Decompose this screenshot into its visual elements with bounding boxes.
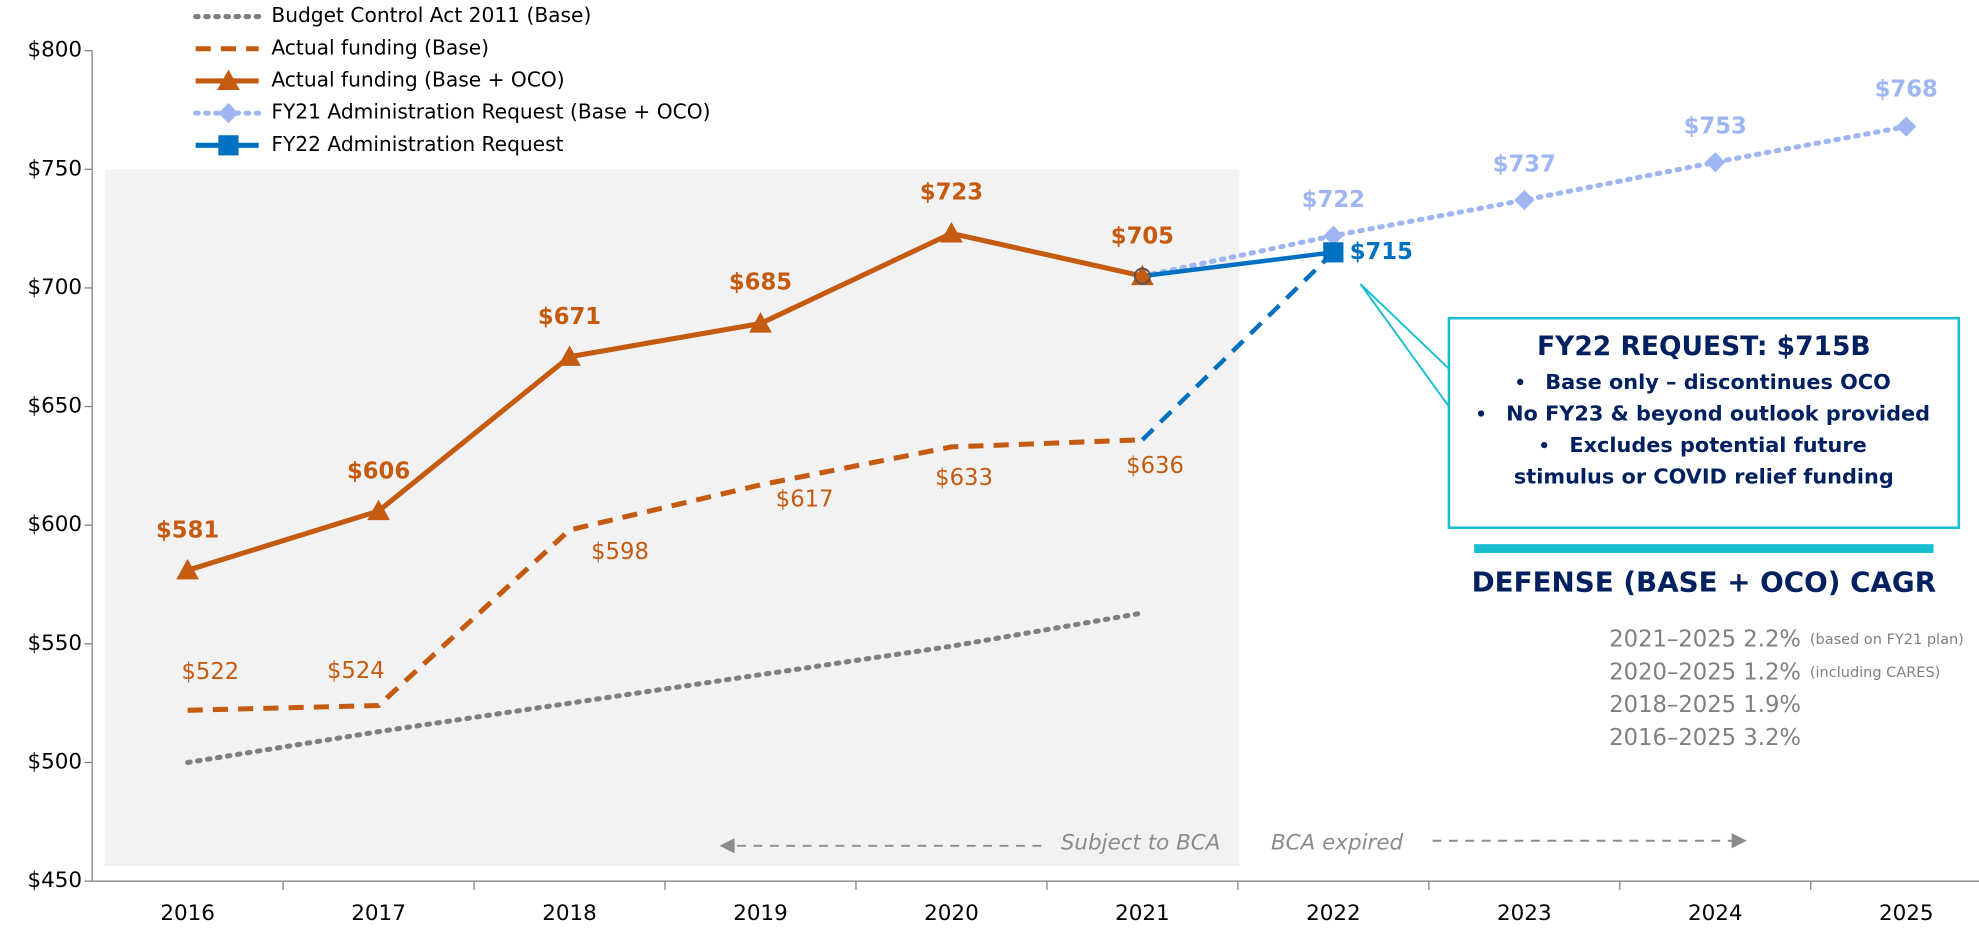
data-point xyxy=(749,312,772,333)
data-label: $671 xyxy=(538,304,601,330)
data-point xyxy=(1514,190,1535,211)
data-point xyxy=(1323,242,1344,263)
callout-list: Base only – discontinues OCO No FY23 & b… xyxy=(1451,366,1956,492)
data-label: $522 xyxy=(181,659,239,685)
data-label: $723 xyxy=(920,179,983,205)
callout-bullet: Excludes potential future stimulus or CO… xyxy=(1464,429,1944,492)
legend-label: Actual funding (Base) xyxy=(271,35,489,59)
callout-title: FY22 REQUEST: $715B xyxy=(1537,330,1871,362)
data-point xyxy=(1323,225,1344,246)
data-label: $705 xyxy=(1111,223,1174,249)
y-tick-label: $750 xyxy=(27,156,82,181)
data-point xyxy=(1896,116,1917,137)
x-tick-label: 2022 xyxy=(1306,901,1361,926)
bca-left-label: Subject to BCA xyxy=(1061,830,1221,855)
cagr-note: (based on FY21 plan) xyxy=(1810,632,1964,648)
data-label: $715 xyxy=(1350,239,1413,265)
callout-bullet: Base only – discontinues OCO xyxy=(1464,366,1944,398)
data-point xyxy=(1705,152,1726,173)
y-tick-label: $550 xyxy=(27,631,82,656)
x-tick-label: 2019 xyxy=(733,901,788,926)
y-tick-label: $500 xyxy=(27,749,82,774)
x-tick-label: 2025 xyxy=(1879,901,1934,926)
legend-label: FY22 Administration Request xyxy=(271,132,563,156)
junction-marker xyxy=(1133,267,1151,285)
legend-marker xyxy=(218,135,239,156)
x-tick-label: 2016 xyxy=(160,901,215,926)
cagr-bar xyxy=(1474,544,1934,553)
y-tick-label: $700 xyxy=(27,275,82,300)
data-label: $617 xyxy=(776,487,834,513)
legend-label: FY21 Administration Request (Base + OCO) xyxy=(271,100,710,124)
x-tick-label: 2021 xyxy=(1115,901,1170,926)
series-line xyxy=(1139,124,1909,279)
series-line xyxy=(186,230,1143,573)
callout-pointer xyxy=(1359,283,1450,408)
cagr-row: 2021–2025 2.2% xyxy=(1609,627,1801,653)
data-label: $768 xyxy=(1875,76,1938,102)
data-point xyxy=(367,499,390,521)
y-tick-label: $450 xyxy=(27,868,82,893)
data-label: $636 xyxy=(1126,453,1184,479)
legend-marker xyxy=(217,69,240,91)
x-tick-label: 2017 xyxy=(351,901,406,926)
callout-box xyxy=(1447,316,1961,529)
data-label: $685 xyxy=(729,270,792,296)
cagr-note: (including CARES) xyxy=(1810,665,1940,681)
arrow-head xyxy=(719,838,735,854)
data-label: $753 xyxy=(1684,113,1747,139)
data-point xyxy=(558,345,581,366)
legend-label: Actual funding (Base + OCO) xyxy=(271,67,564,91)
cagr-title: DEFENSE (BASE + OCO) CAGR xyxy=(1472,565,1936,598)
data-point xyxy=(940,222,963,243)
data-label: $722 xyxy=(1302,187,1365,213)
data-label: $581 xyxy=(156,518,219,544)
x-tick-label: 2023 xyxy=(1497,901,1552,926)
bca-right-label: BCA expired xyxy=(1271,830,1404,855)
x-tick-label: 2018 xyxy=(542,901,597,926)
cagr-row: 2016–2025 3.2% xyxy=(1609,725,1801,751)
x-tick-label: 2020 xyxy=(924,901,979,926)
legend-label: Budget Control Act 2011 (Base) xyxy=(271,3,591,27)
connector-line xyxy=(1140,250,1335,442)
data-label: $737 xyxy=(1493,151,1556,177)
x-tick-label: 2024 xyxy=(1688,901,1743,926)
callout: FY22 REQUEST: $715B Base only – disconti… xyxy=(1451,321,1956,525)
callout-bullet: No FY23 & beyond outlook provided xyxy=(1464,398,1944,430)
data-point xyxy=(176,558,199,580)
series-line xyxy=(187,437,1143,713)
y-tick-label: $800 xyxy=(27,38,82,63)
callout-content: FY22 REQUEST: $715B Base only – disconti… xyxy=(1451,331,1956,493)
cagr-row: 2020–2025 1.2% xyxy=(1609,659,1801,685)
y-tick-label: $650 xyxy=(27,394,82,419)
legend-marker xyxy=(218,103,239,124)
arrow-head xyxy=(1731,833,1747,849)
data-label: $524 xyxy=(327,658,385,684)
data-label: $633 xyxy=(935,465,993,491)
data-label: $606 xyxy=(347,458,410,484)
cagr-row: 2018–2025 1.9% xyxy=(1609,692,1801,718)
series-line xyxy=(1142,250,1334,279)
y-tick-label: $600 xyxy=(27,512,82,537)
series-line xyxy=(185,610,1145,766)
data-label: $598 xyxy=(591,539,649,565)
bca-region xyxy=(104,169,1240,866)
